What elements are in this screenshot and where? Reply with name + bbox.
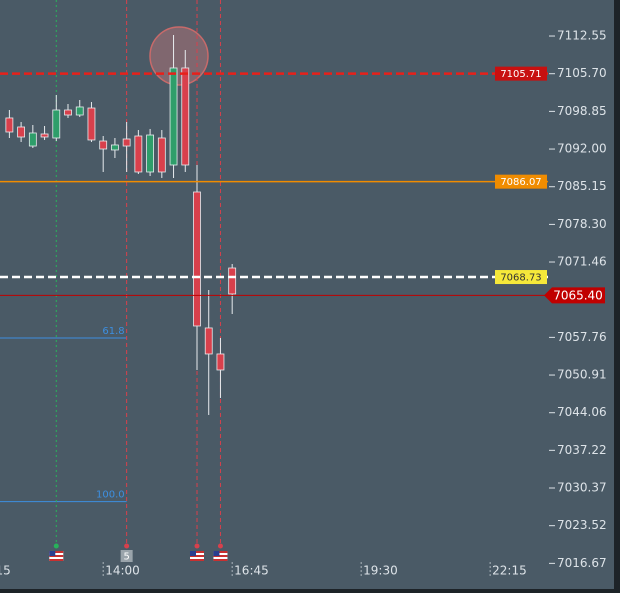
- event-count: 5: [123, 552, 129, 563]
- candle-body: [40, 133, 49, 138]
- highlight-circle: [149, 26, 209, 86]
- y-tick-label: 7092.00: [557, 142, 607, 156]
- flag-stripe: [189, 555, 204, 557]
- flag-stripe: [189, 551, 204, 553]
- y-tick-label: 7044.06: [557, 405, 607, 419]
- candle-body: [5, 117, 14, 133]
- candle-body: [17, 126, 26, 138]
- flag-stripe: [213, 555, 228, 557]
- candle-body: [134, 135, 143, 173]
- price-label-box: [495, 174, 547, 189]
- y-tick-label: 7037.22: [557, 443, 607, 457]
- candle-body: [157, 137, 166, 173]
- fib-label: 61.8: [102, 326, 124, 337]
- candle-body: [111, 144, 119, 151]
- candle-body: [52, 109, 61, 139]
- y-tick-label: 7016.67: [557, 556, 607, 570]
- last-price-box: [544, 287, 605, 304]
- candle-body: [146, 134, 154, 173]
- x-tick-label: 22:15: [492, 564, 527, 578]
- price-label: 7105.71: [500, 69, 541, 80]
- price-label-box: [495, 270, 547, 285]
- flag-stripe: [49, 551, 64, 553]
- y-tick-label: 7098.85: [557, 104, 607, 118]
- flag-canton: [49, 551, 56, 556]
- candle-body: [87, 107, 96, 141]
- event-dot: [217, 543, 223, 549]
- x-tick-label: 19:30: [363, 564, 398, 578]
- price-label-box: [495, 66, 547, 81]
- flag-stripe: [213, 551, 228, 553]
- candle-body: [99, 140, 108, 150]
- last-price-label: 7065.40: [553, 288, 603, 302]
- right-border: [614, 0, 620, 593]
- flag-stripe: [189, 559, 204, 561]
- candle-body: [193, 191, 201, 327]
- event-dot: [53, 543, 59, 549]
- y-tick-label: 7071.46: [557, 255, 607, 269]
- flag-stripe: [49, 559, 64, 561]
- candle-body: [122, 138, 131, 147]
- event-flag: [49, 551, 64, 561]
- x-tick-label: 16:45: [234, 564, 269, 578]
- candle-body: [28, 132, 37, 147]
- y-tick-label: 7078.30: [557, 217, 607, 231]
- candle-body: [75, 106, 84, 116]
- price-label: 7086.07: [500, 177, 541, 188]
- y-tick-label: 7112.55: [557, 29, 607, 43]
- candle-body: [204, 327, 213, 355]
- candle-body: [181, 67, 190, 166]
- y-tick-label: 7030.37: [557, 481, 607, 495]
- candle-body: [216, 353, 225, 371]
- price-label: 7068.73: [500, 273, 541, 284]
- y-tick-label: 7057.76: [557, 330, 607, 344]
- x-tick-label: 11:15: [0, 564, 11, 578]
- event-flag: [189, 551, 204, 561]
- flag-stripe: [213, 559, 228, 561]
- candle-body: [228, 267, 237, 295]
- candle-body: [64, 109, 72, 116]
- flag-canton: [213, 551, 220, 556]
- flag-stripe: [49, 555, 64, 557]
- event-dot: [124, 543, 130, 549]
- bottom-border: [0, 589, 620, 593]
- y-tick-label: 7050.91: [557, 368, 607, 382]
- y-tick-label: 7085.15: [557, 179, 607, 193]
- y-tick-label: 7105.70: [557, 66, 607, 80]
- y-tick-label: 7023.52: [557, 518, 607, 532]
- event-dot: [194, 543, 200, 549]
- x-tick-label: 14:00: [105, 564, 140, 578]
- fib-label: 100.0: [96, 490, 125, 501]
- flag-canton: [189, 551, 196, 556]
- event-box: [120, 550, 133, 562]
- event-flag: [213, 551, 228, 561]
- candle-body: [169, 67, 178, 166]
